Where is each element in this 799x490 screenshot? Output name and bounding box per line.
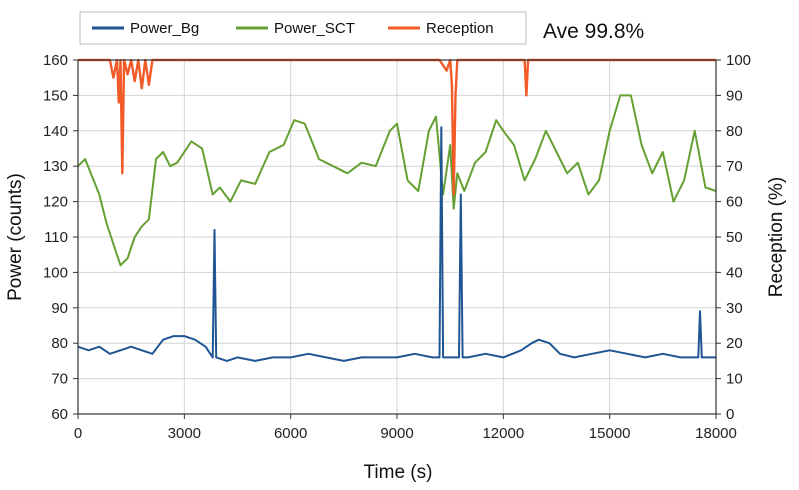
y-right-tick-label: 40 — [726, 264, 743, 281]
y-right-tick-label: 50 — [726, 229, 743, 246]
y-right-tick-label: 30 — [726, 300, 743, 317]
legend-label-reception: Reception — [426, 20, 494, 37]
legend-label-power-sct: Power_SCT — [274, 20, 355, 37]
y-right-tick-label: 100 — [726, 52, 751, 69]
average-reception-annotation: Ave 99.8% — [543, 20, 644, 43]
x-tick-label: 18000 — [695, 425, 737, 442]
y-left-tick-label: 130 — [43, 158, 68, 175]
y-left-tick-label: 80 — [51, 335, 68, 352]
y-left-tick-label: 150 — [43, 87, 68, 104]
series-line-power-bg — [77, 126, 716, 362]
y-right-tick-label: 20 — [726, 335, 743, 352]
y-right-tick-label: 90 — [726, 87, 743, 104]
y-right-tick-label: 0 — [726, 406, 734, 423]
y-right-tick-label: 60 — [726, 194, 743, 211]
legend-label-power-bg: Power_Bg — [130, 20, 199, 37]
series-line-power-sct — [77, 94, 717, 267]
plot-frame — [73, 59, 721, 419]
y-axis-right-title: Reception (%) — [766, 177, 787, 297]
y-left-tick-label: 110 — [44, 229, 68, 246]
y-left-tick-label: 100 — [43, 264, 68, 281]
y-left-tick-label: 90 — [51, 300, 68, 317]
y-axis-left-title: Power (counts) — [5, 173, 26, 301]
x-tick-label: 0 — [74, 425, 82, 442]
x-tick-label: 6000 — [274, 425, 307, 442]
y-right-tick-label: 10 — [726, 371, 743, 388]
x-axis-title: Time (s) — [364, 462, 433, 483]
y-left-tick-label: 60 — [51, 406, 68, 423]
y-left-tick-label: 140 — [43, 123, 68, 140]
legend-box — [79, 11, 527, 45]
x-tick-label: 3000 — [168, 425, 201, 442]
tick-labels: 0 3000 6000 9000 12000 15000 18000607080901001… — [43, 52, 751, 442]
y-right-tick-label: 80 — [726, 123, 743, 140]
y-right-tick-label: 70 — [726, 158, 743, 175]
x-tick-label: 12000 — [482, 425, 524, 442]
y-left-tick-label: 120 — [43, 194, 68, 211]
y-left-tick-label: 160 — [43, 52, 68, 69]
y-left-tick-label: 70 — [51, 371, 68, 388]
legend: Power_Bg Power_SCT Reception — [79, 11, 527, 45]
x-tick-label: 15000 — [589, 425, 631, 442]
x-tick-label: 9000 — [380, 425, 413, 442]
